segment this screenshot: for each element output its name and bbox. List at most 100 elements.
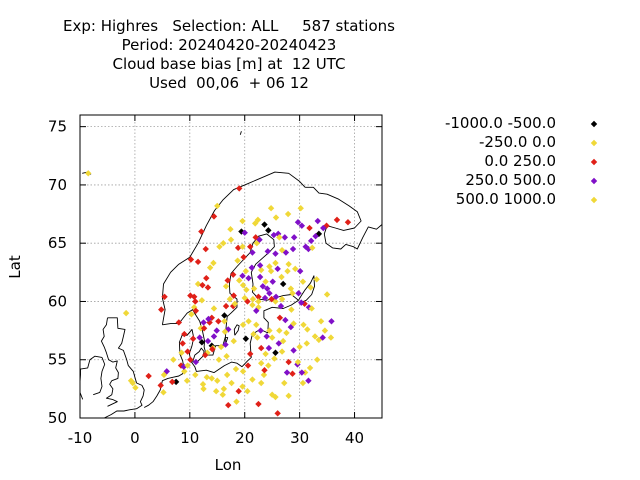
data-point-series-2: [145, 372, 152, 380]
data-point-series-2: [181, 330, 188, 338]
data-point-series-1: [239, 368, 247, 375]
data-point-series-3: [289, 245, 297, 253]
data-point-series-1: [317, 318, 325, 325]
data-point-series-3: [298, 369, 306, 376]
data-point-series-1: [245, 318, 252, 325]
data-point-series-2: [179, 340, 186, 347]
y-tick-label: 60: [48, 292, 67, 310]
data-point-series-3: [256, 273, 264, 281]
data-point-series-3: [264, 285, 271, 292]
data-point-series-4: [278, 246, 286, 254]
coastline-segment: [93, 357, 106, 396]
legend-marker: [590, 177, 598, 185]
data-point-series-1: [203, 374, 211, 381]
data-point-series-2: [194, 258, 202, 266]
data-point-series-2: [261, 367, 268, 374]
data-point-series-1: [208, 375, 215, 382]
data-point-series-3: [282, 316, 289, 324]
data-point-series-1: [210, 259, 217, 267]
data-point-series-3: [296, 267, 304, 275]
data-point-series-1: [321, 327, 329, 334]
data-point-series-2: [175, 319, 183, 326]
data-point-series-4: [299, 379, 307, 387]
data-point-series-4: [239, 383, 246, 390]
data-point-series-1: [216, 243, 223, 250]
data-point-series-1: [239, 217, 246, 225]
data-point-series-1: [307, 284, 314, 291]
data-point-series-1: [271, 355, 278, 362]
data-point-series-4: [220, 385, 228, 393]
data-point-series-4: [249, 376, 256, 383]
data-point-series-2: [344, 219, 352, 226]
data-point-series-4: [254, 216, 262, 224]
data-point-series-1: [266, 327, 273, 334]
data-point-series-1: [239, 321, 247, 328]
data-point-series-2: [192, 307, 200, 314]
data-point-series-2: [204, 284, 212, 291]
data-point-series-3: [210, 333, 218, 340]
data-point-series-1: [132, 384, 139, 391]
data-point-series-4: [276, 234, 283, 241]
data-point-series-1: [236, 277, 243, 284]
data-point-series-3: [277, 302, 285, 310]
data-point-series-2: [187, 256, 195, 263]
data-point-series-4: [283, 329, 290, 337]
legend-label: 0.0 250.0: [484, 152, 556, 170]
data-point-series-0: [242, 335, 250, 342]
data-point-series-3: [283, 369, 291, 376]
data-point-series-4: [287, 285, 295, 292]
data-point-series-1: [268, 334, 276, 341]
data-point-series-1: [222, 283, 230, 290]
legend-label: 500.0 1000.0: [455, 190, 556, 208]
data-point-series-1: [244, 387, 251, 395]
data-point-series-4: [160, 371, 168, 379]
data-point-series-2: [209, 346, 216, 353]
data-point-series-1: [306, 364, 314, 372]
data-point-series-3: [281, 234, 289, 241]
x-tick-label: 20: [235, 429, 254, 447]
data-point-series-4: [327, 334, 335, 341]
data-point-series-4: [309, 244, 316, 252]
legend-label: -250.0 0.0: [479, 133, 556, 151]
data-point-series-1: [279, 337, 287, 345]
data-point-series-4: [272, 214, 280, 221]
title-line-4: Used 00,06 + 06 12: [149, 74, 309, 92]
data-point-series-1: [228, 379, 235, 387]
legend-marker: [590, 196, 598, 204]
grid: [80, 115, 382, 418]
data-point-series-4: [272, 259, 279, 267]
data-point-series-1: [254, 334, 261, 341]
coastline-segment: [192, 347, 205, 363]
data-point-series-1: [183, 377, 191, 384]
data-point-series-3: [200, 319, 207, 326]
data-point-series-3: [269, 278, 276, 285]
data-point-series-4: [262, 278, 269, 285]
data-point-series-3: [261, 294, 269, 302]
data-point-series-4: [127, 377, 135, 384]
data-point-series-4: [292, 265, 299, 273]
data-point-series-2: [215, 318, 222, 325]
data-point-series-1: [258, 266, 265, 274]
data-point-series-1: [249, 301, 256, 309]
axis-ticks: -10 0 10 20 30 40 50 55 60 65 70 75: [48, 115, 382, 447]
data-point-series-3: [264, 248, 271, 255]
data-point-series-3: [305, 377, 312, 384]
x-tick-label: 40: [345, 429, 364, 447]
data-point-series-3: [239, 272, 246, 280]
data-point-series-4: [217, 343, 225, 351]
data-point-series-4: [262, 350, 269, 358]
data-point-series-2: [230, 292, 237, 299]
data-point-series-3: [241, 229, 248, 236]
data-point-series-3: [259, 283, 267, 290]
data-point-series-2: [247, 243, 254, 250]
data-point-series-2: [255, 400, 262, 408]
data-point-series-4: [251, 220, 259, 227]
data-point-series-4: [258, 360, 265, 367]
coastline-segment: [239, 131, 242, 135]
data-point-series-3: [205, 315, 212, 323]
x-axis-label: Lon: [215, 456, 242, 474]
data-point-series-2: [202, 245, 209, 253]
data-point-series-3: [295, 290, 302, 297]
data-point-series-2: [199, 281, 206, 289]
coastline-map: [80, 131, 382, 418]
